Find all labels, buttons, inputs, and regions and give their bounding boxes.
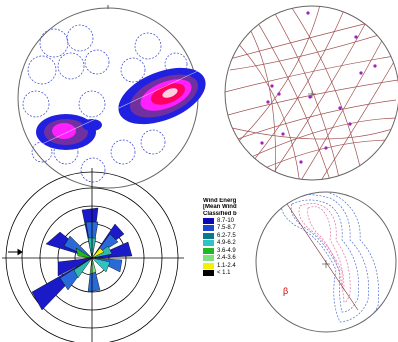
density-cluster-left [36,114,102,150]
great-circles [225,6,398,180]
legend-title-line-2: [Mean Wind [203,204,237,211]
legend-class-label: 2.4-3.6 [217,255,236,262]
great-circle-primitive [224,5,398,181]
legend-row: 3.6-4.9 [203,247,267,255]
legend-swatch [203,217,214,224]
legend-classes: 8.7-10 7.5-8.7 6.2-7.5 4.9-6.2 3.6-4.9 2.4-3.… [203,217,267,277]
legend-row: 7.5-8.7 [203,225,267,233]
density-trend-line [39,69,201,146]
legend-row: 8.7-10 [203,217,267,225]
contour-stereonet [255,191,397,333]
legend-class-label: 4.9-6.2 [217,240,236,247]
legend-swatch [203,232,214,239]
legend-row: < 1.1 [203,270,267,278]
legend-swatch [203,225,214,232]
contour-trend-line [282,197,359,311]
legend-swatch [203,270,214,277]
great-circle-center-mark [308,90,316,98]
contour-center-mark [322,260,330,268]
rose-direction-arrow [8,248,23,256]
legend-row: 2.4-3.6 [203,255,267,263]
beta-marker-label: β [283,286,289,296]
legend-swatch [203,262,214,269]
legend-class-label: < 1.1 [217,270,231,277]
legend-row: 1.1-2.4 [203,262,267,270]
legend-row: 4.9-6.2 [203,240,267,248]
legend-class-label: 6.2-7.5 [217,232,236,239]
pole-markers [260,11,377,164]
legend-class-label: 8.7-10 [217,217,235,224]
density-cluster-right [118,67,206,125]
legend-title-line-1: Wind Energ [203,198,237,204]
legend-swatch [203,247,214,254]
wind-energy-legend: Wind Energ [Mean Wind Classified b 8.7-1… [203,198,267,277]
contour-lines [271,192,379,331]
wind-rose [2,168,184,342]
legend-class-label: 3.6-4.9 [217,247,236,254]
legend-class-label: 7.5-8.7 [217,225,236,232]
legend-class-label: 1.1-2.4 [217,262,236,269]
rose-petals [31,207,133,311]
legend-swatch [203,240,214,247]
legend-row: 6.2-7.5 [203,232,267,240]
great-circle-stereonet [224,5,398,181]
density-stereonet [17,5,206,189]
legend-title-line-3: Classified b [203,210,237,217]
legend-swatch [203,255,214,262]
